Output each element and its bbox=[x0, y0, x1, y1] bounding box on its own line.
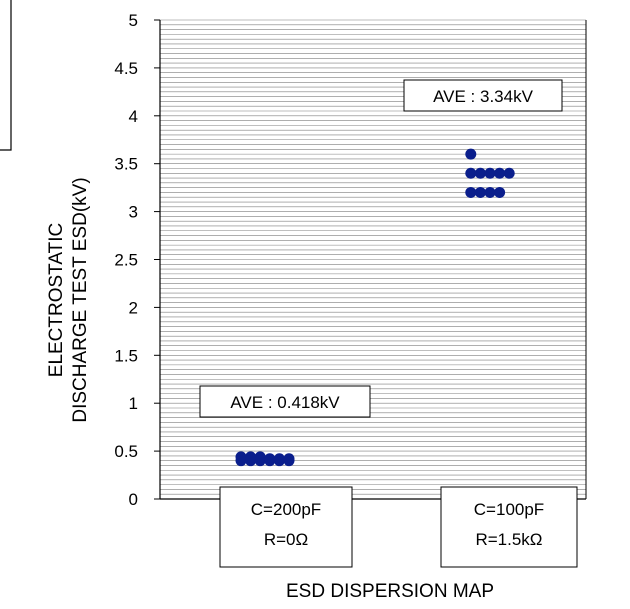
data-point bbox=[273, 453, 285, 465]
y-axis-title-line-2: DISCHARGE TEST ESD(kV) bbox=[70, 177, 91, 422]
y-tick-label: 0 bbox=[129, 490, 138, 509]
data-point bbox=[494, 167, 506, 179]
y-tick-label: 1 bbox=[129, 394, 138, 413]
data-point bbox=[465, 148, 477, 160]
annotation-text: AVE : 3.34kV bbox=[433, 87, 534, 106]
category-label-box bbox=[440, 486, 578, 568]
data-point bbox=[264, 453, 276, 465]
y-tick-label: 2.5 bbox=[114, 251, 138, 270]
y-tick-label: 1.5 bbox=[114, 346, 138, 365]
data-points bbox=[235, 148, 515, 467]
y-tick-label: 5 bbox=[129, 11, 138, 30]
left-edge-frame bbox=[0, 0, 12, 151]
grid-lines bbox=[160, 19, 586, 495]
category-label-text: R=1.5kΩ bbox=[475, 530, 542, 549]
data-point bbox=[235, 451, 247, 463]
y-tick-labels: 0 0.5 1 1.5 2 2.5 3 3.5 4 4.5 5 bbox=[114, 11, 160, 509]
data-point bbox=[484, 167, 496, 179]
y-axis-title-line-1: ELECTROSTATIC bbox=[46, 223, 67, 377]
data-point bbox=[283, 453, 295, 465]
annotation-text: AVE : 0.418kV bbox=[230, 393, 340, 412]
category-label-text: C=100pF bbox=[474, 500, 544, 519]
y-axis-title: ELECTROSTATIC DISCHARGE TEST ESD(kV) bbox=[46, 177, 91, 422]
data-point bbox=[494, 186, 506, 198]
data-point bbox=[474, 167, 486, 179]
y-tick-label: 4.5 bbox=[114, 59, 138, 78]
x-axis-title: ESD DISPERSION MAP bbox=[286, 581, 494, 602]
data-point bbox=[484, 186, 496, 198]
y-tick-label: 3 bbox=[129, 203, 138, 222]
data-point bbox=[254, 451, 266, 463]
data-point bbox=[503, 167, 515, 179]
annotation-box bbox=[403, 79, 563, 112]
data-point bbox=[474, 186, 486, 198]
y-tick-label: 3.5 bbox=[114, 155, 138, 174]
data-point bbox=[465, 186, 477, 198]
category-labels: C=200pF R=0Ω C=100pF R=1.5kΩ bbox=[219, 486, 578, 568]
y-tick-label: 4 bbox=[129, 107, 138, 126]
data-point bbox=[465, 167, 477, 179]
y-tick-label: 2 bbox=[129, 298, 138, 317]
annotation-box bbox=[199, 385, 371, 418]
annotations: AVE : 0.418kV AVE : 3.34kV bbox=[199, 79, 563, 418]
y-tick-label: 0.5 bbox=[114, 442, 138, 461]
category-label-text: R=0Ω bbox=[264, 530, 308, 549]
category-label-box bbox=[219, 486, 353, 568]
category-label-text: C=200pF bbox=[251, 500, 321, 519]
data-point bbox=[245, 451, 257, 463]
